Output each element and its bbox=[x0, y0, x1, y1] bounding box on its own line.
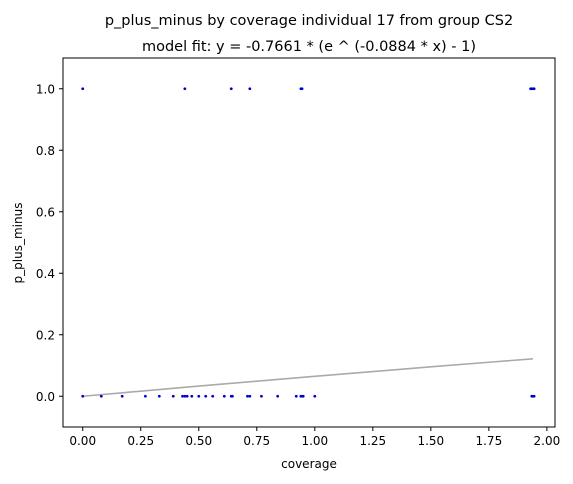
data-point bbox=[313, 394, 317, 398]
data-point bbox=[532, 87, 536, 91]
x-tick-label: 1.75 bbox=[475, 434, 502, 448]
data-point bbox=[171, 394, 175, 398]
data-point bbox=[222, 394, 226, 398]
y-tick-label: 1.0 bbox=[36, 82, 55, 96]
chart-subtitle: model fit: y = -0.7661 * (e ^ (-0.0884 *… bbox=[142, 39, 476, 55]
data-point bbox=[183, 394, 187, 398]
y-tick-label: 0.8 bbox=[36, 144, 55, 158]
data-point bbox=[143, 394, 147, 398]
data-point bbox=[276, 394, 280, 398]
y-tick-label: 0.6 bbox=[36, 205, 55, 219]
x-tick-label: 0.00 bbox=[69, 434, 96, 448]
data-point bbox=[294, 394, 298, 398]
data-point bbox=[229, 87, 233, 91]
data-point bbox=[211, 394, 215, 398]
data-point bbox=[185, 394, 189, 398]
data-point bbox=[301, 394, 305, 398]
data-point bbox=[248, 394, 252, 398]
fit-line-layer bbox=[82, 358, 534, 398]
data-point bbox=[190, 394, 194, 398]
fit-line bbox=[82, 358, 534, 398]
data-point bbox=[204, 394, 208, 398]
axes-frame bbox=[62, 57, 556, 428]
data-point bbox=[532, 394, 536, 398]
data-point bbox=[183, 87, 187, 91]
y-tick-label: 0.2 bbox=[36, 328, 55, 342]
x-tick-label: 1.25 bbox=[359, 434, 386, 448]
plot-area bbox=[62, 57, 556, 428]
y-tick-label: 0.0 bbox=[36, 390, 55, 404]
x-tick-label: 2.00 bbox=[534, 434, 561, 448]
data-point bbox=[157, 394, 161, 398]
y-tick-label: 0.4 bbox=[36, 267, 55, 281]
x-axis-ticks: 0.00 0.25 0.50 0.75 1.00 1.25 1.50 1.75 2.00 bbox=[69, 427, 560, 448]
data-point bbox=[99, 394, 103, 398]
x-tick-label: 0.50 bbox=[185, 434, 212, 448]
data-point bbox=[260, 394, 263, 398]
data-point bbox=[300, 87, 304, 91]
data-point bbox=[81, 394, 85, 398]
data-point bbox=[181, 394, 184, 398]
x-tick-label: 0.75 bbox=[243, 434, 270, 448]
data-points-layer bbox=[81, 87, 536, 398]
y-axis-label: p_plus_minus bbox=[11, 203, 25, 284]
x-tick-label: 1.00 bbox=[301, 434, 328, 448]
data-point bbox=[246, 394, 249, 398]
data-point bbox=[248, 87, 252, 91]
x-tick-label: 0.25 bbox=[127, 434, 154, 448]
data-point bbox=[81, 87, 85, 91]
data-point bbox=[120, 394, 124, 398]
data-point bbox=[197, 394, 201, 398]
x-tick-label: 1.50 bbox=[417, 434, 444, 448]
y-axis-ticks: 0.0 0.2 0.4 0.6 0.8 1.0 bbox=[36, 82, 63, 404]
x-axis-label: coverage bbox=[281, 457, 337, 471]
data-point bbox=[231, 394, 234, 398]
chart-title: p_plus_minus by coverage individual 17 f… bbox=[105, 13, 513, 29]
